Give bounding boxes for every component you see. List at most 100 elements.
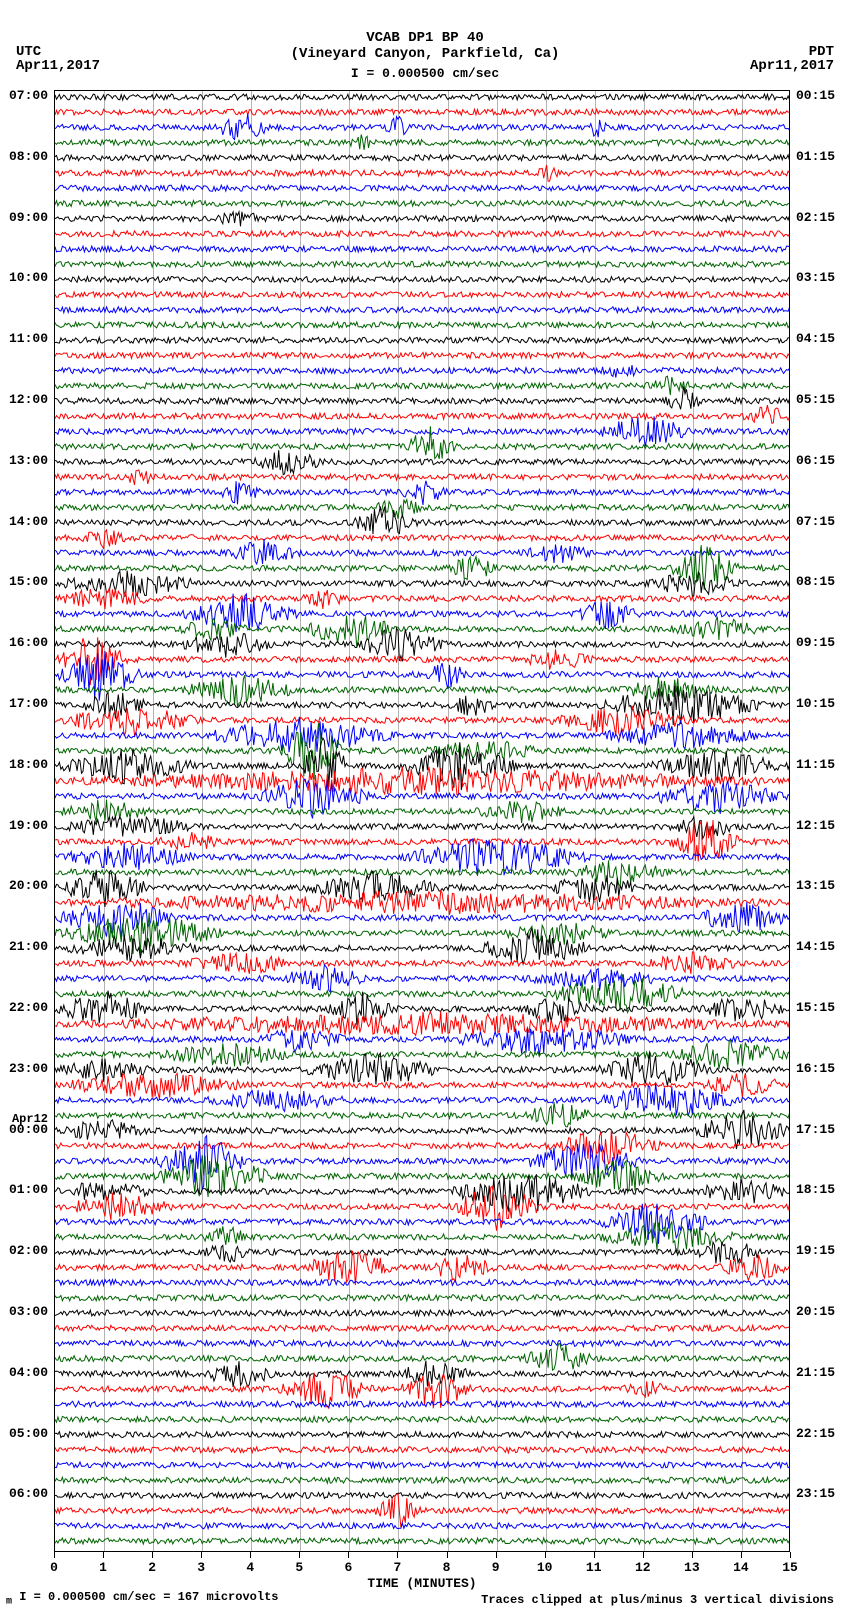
seismic-trace [55,109,790,115]
x-tick-label: 2 [148,1560,156,1575]
seismic-trace [55,376,790,395]
seismic-trace [55,675,790,706]
time-label: 16:00 [9,636,48,650]
date-right: Apr11,2017 [750,58,834,74]
x-tick-label: 10 [537,1560,553,1575]
seismic-trace [55,1242,790,1264]
time-label: 21:15 [796,1366,835,1380]
x-tick-label: 3 [197,1560,205,1575]
seismic-trace [55,276,790,282]
time-label: 22:00 [9,1001,48,1015]
seismic-trace [55,1310,790,1316]
x-tick [201,1552,202,1558]
seismic-trace [55,965,790,992]
x-tick [447,1552,448,1558]
trace-canvas [55,91,790,1551]
x-tick-label: 1 [99,1560,107,1575]
time-label: 18:15 [796,1183,835,1197]
seismic-trace [55,94,790,100]
x-tick-label: 13 [684,1560,700,1575]
seismic-trace [55,1416,790,1422]
scale-note: I = 0.000500 cm/sec [0,66,850,81]
seismic-trace [55,450,790,474]
seismic-trace [55,365,790,377]
time-label: 11:00 [9,332,48,346]
time-label: 04:15 [796,332,835,346]
seismic-trace [55,1538,790,1544]
x-tick [790,1552,791,1558]
seismic-trace [55,1102,790,1127]
seismic-trace [55,1280,790,1286]
time-label: 06:15 [796,454,835,468]
x-tick [545,1552,546,1558]
x-tick-label: 15 [782,1560,798,1575]
seismic-trace [55,952,790,974]
seismic-trace [55,1432,790,1438]
seismic-trace [55,292,790,298]
seismic-trace [55,1340,790,1346]
x-tick-label: 6 [344,1560,352,1575]
time-label: 20:00 [9,879,48,893]
x-tick [397,1552,398,1558]
time-label: 05:15 [796,393,835,407]
time-label: 03:00 [9,1305,48,1319]
seismic-trace [55,307,790,313]
seismic-trace [55,231,790,237]
time-label: 22:15 [796,1427,835,1441]
seismic-trace [55,1447,790,1453]
seismic-trace [55,587,790,609]
time-label: 20:15 [796,1305,835,1319]
time-label: 19:00 [9,819,48,833]
seismic-trace [55,1401,790,1407]
time-label: 17:00 [9,697,48,711]
x-tick-label: 7 [394,1560,402,1575]
time-label: 06:00 [9,1487,48,1501]
time-label: 15:00 [9,575,48,589]
time-label: 23:15 [796,1487,835,1501]
seismic-trace [55,416,790,446]
time-label: 03:15 [796,271,835,285]
seismic-trace [55,165,790,181]
x-tick-label: 8 [443,1560,451,1575]
time-label: 17:15 [796,1123,835,1137]
footer-left-text: = 0.000500 cm/sec = 167 microvolts [34,1590,279,1604]
seismic-trace [55,212,790,227]
seismic-trace [55,1523,790,1529]
x-tick-label: 0 [50,1560,58,1575]
time-label: 21:00 [9,940,48,954]
seismic-trace [55,1222,790,1253]
x-tick [496,1552,497,1558]
time-label: 01:00 [9,1183,48,1197]
time-label: 04:00 [9,1366,48,1380]
time-label: 08:00 [9,150,48,164]
footer-bar-icon: I [19,1590,26,1604]
x-tick [741,1552,742,1558]
seismic-trace [55,891,790,915]
seismic-trace [55,185,790,191]
seismic-trace [55,816,790,838]
seismic-trace [55,1344,790,1371]
time-label: 18:00 [9,758,48,772]
time-label: 12:15 [796,819,835,833]
seismogram-container: UTC Apr11,2017 PDT Apr11,2017 VCAB DP1 B… [0,0,850,1613]
chart-header: VCAB DP1 BP 40 (Vineyard Canyon, Parkfie… [0,0,850,81]
seismic-trace [55,352,790,358]
seismic-trace [55,1325,790,1331]
x-tick [348,1552,349,1558]
seismic-trace [55,1012,790,1036]
time-label: 02:00 [9,1244,48,1258]
scale-note-text: = 0.000500 cm/sec [367,66,500,81]
seismic-trace [55,1129,790,1164]
scale-bar-icon: I [351,66,359,81]
seismic-trace [55,717,790,752]
x-tick-label: 9 [492,1560,500,1575]
seismic-trace [55,1295,790,1301]
time-label: 00:15 [796,89,835,103]
seismic-trace [55,530,790,549]
x-tick [643,1552,644,1558]
seismic-trace [55,114,790,140]
seismic-trace [55,337,790,343]
x-tick [299,1552,300,1558]
seismic-trace [55,200,790,206]
x-tick [152,1552,153,1558]
